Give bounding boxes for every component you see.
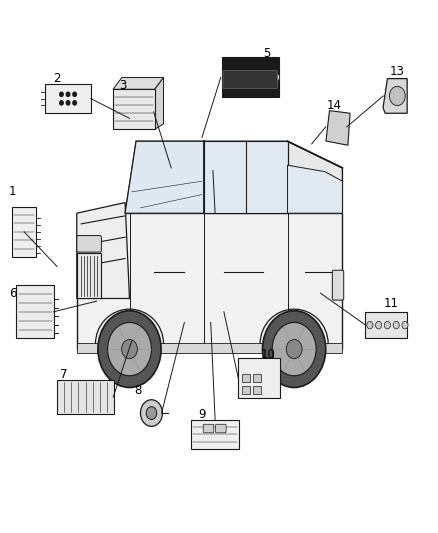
Circle shape [146,407,156,419]
FancyBboxPatch shape [77,343,342,353]
Text: 14: 14 [326,99,341,112]
Text: 2: 2 [53,72,61,85]
FancyBboxPatch shape [252,386,260,394]
FancyBboxPatch shape [221,58,278,97]
FancyBboxPatch shape [332,270,343,300]
Circle shape [73,101,76,105]
Polygon shape [113,77,163,89]
Circle shape [140,400,162,426]
FancyBboxPatch shape [113,89,155,129]
Text: 11: 11 [382,297,397,310]
Text: 10: 10 [260,348,275,361]
Polygon shape [204,141,287,213]
Text: 1: 1 [8,185,16,198]
Text: 3: 3 [119,79,126,92]
Circle shape [375,321,381,329]
Text: 6: 6 [9,287,17,300]
Text: 13: 13 [389,66,404,78]
Circle shape [366,321,372,329]
Text: 8: 8 [134,384,141,397]
Circle shape [107,322,151,376]
Polygon shape [125,141,342,213]
FancyBboxPatch shape [77,253,101,298]
Circle shape [235,74,241,81]
FancyBboxPatch shape [237,358,279,399]
FancyBboxPatch shape [241,374,249,383]
FancyBboxPatch shape [12,207,36,257]
FancyBboxPatch shape [203,424,213,433]
FancyBboxPatch shape [241,386,249,394]
Circle shape [60,101,63,105]
FancyBboxPatch shape [364,312,406,338]
FancyBboxPatch shape [252,374,260,383]
FancyBboxPatch shape [191,420,239,449]
Circle shape [223,74,229,81]
FancyBboxPatch shape [45,84,91,114]
Circle shape [389,86,404,106]
Polygon shape [154,77,163,129]
FancyBboxPatch shape [215,424,226,433]
Text: 7: 7 [60,368,67,381]
Circle shape [401,321,407,329]
Circle shape [66,92,70,96]
Circle shape [60,92,63,96]
Circle shape [121,340,137,359]
FancyBboxPatch shape [57,379,114,415]
FancyBboxPatch shape [77,213,342,349]
Circle shape [262,311,325,387]
Polygon shape [325,111,350,145]
Circle shape [286,340,301,359]
Polygon shape [125,141,204,213]
Text: 5: 5 [263,47,270,60]
Polygon shape [382,79,406,114]
Circle shape [392,321,399,329]
Circle shape [66,101,70,105]
Circle shape [98,311,161,387]
Circle shape [247,74,254,81]
FancyBboxPatch shape [77,236,101,252]
FancyBboxPatch shape [223,70,277,88]
FancyBboxPatch shape [17,285,53,338]
Polygon shape [287,165,342,213]
Text: 9: 9 [198,408,205,421]
Circle shape [273,74,279,81]
Circle shape [73,92,76,96]
Polygon shape [77,203,129,298]
Circle shape [272,322,315,376]
Circle shape [384,321,390,329]
Circle shape [260,74,266,81]
